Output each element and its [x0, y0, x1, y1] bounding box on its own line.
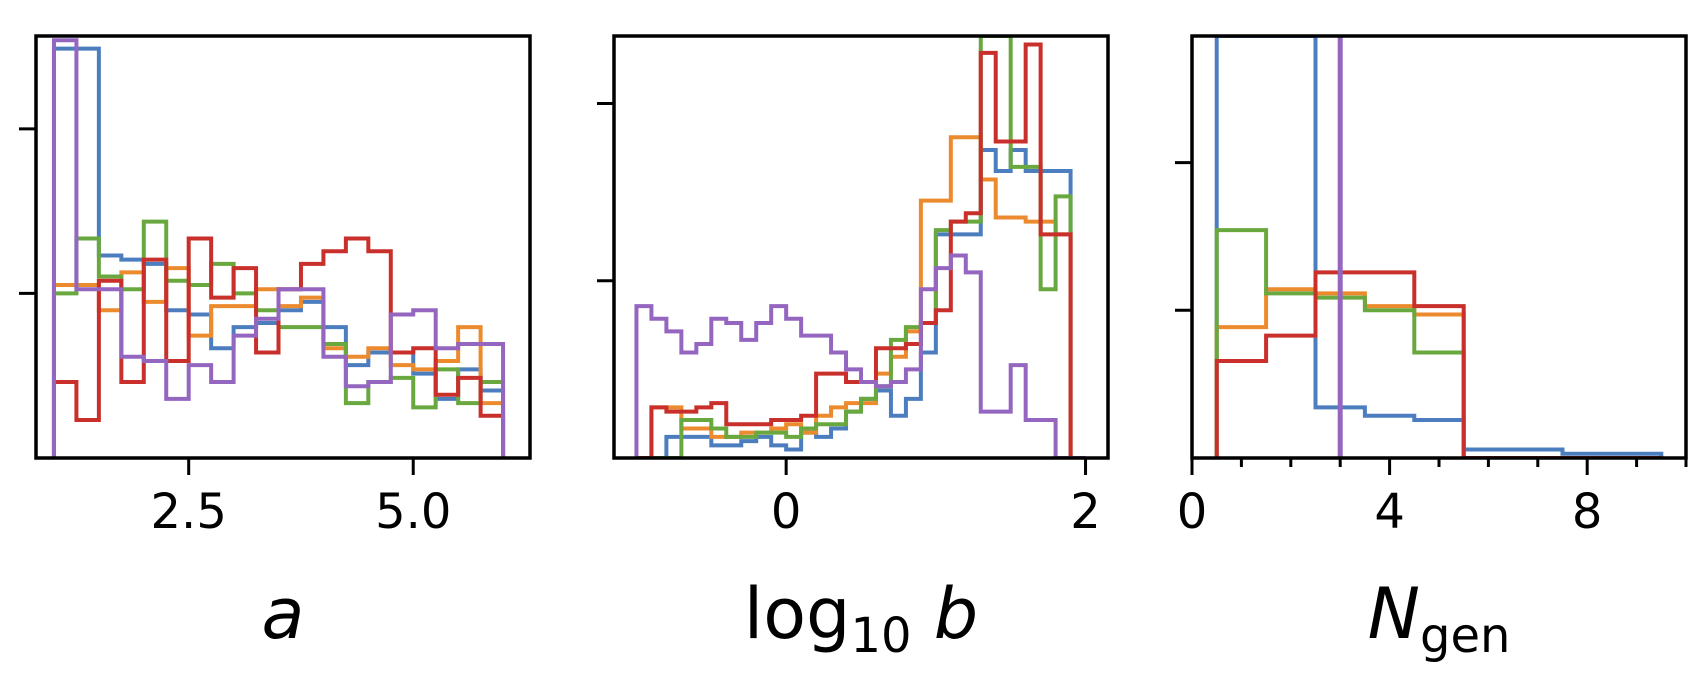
histogram-series-green: [1214, 228, 1662, 458]
x-tick-label: 5.0: [375, 484, 451, 540]
x-axis-label: log10 b: [744, 573, 978, 664]
histogram-series-red: [1214, 270, 1662, 458]
tick-group: 2.5 5.0: [19, 127, 451, 540]
x-tick-label: 2.5: [151, 484, 227, 540]
histogram-series-group: [51, 38, 506, 458]
x-axis-label: Ngen: [1368, 573, 1511, 664]
histogram-series-purple: [634, 253, 1086, 458]
histogram-series-purple: [51, 38, 506, 458]
x-tick-label: 8: [1572, 484, 1603, 540]
histogram-series-blue: [1214, 36, 1664, 458]
panel-n-gen: 0 4 8 Ngen: [1175, 34, 1688, 664]
tick-group: 0 4 8: [1175, 161, 1688, 540]
histogram-series-group: [1214, 36, 1664, 458]
x-tick-label: 0: [771, 484, 802, 540]
x-axis-label: a: [262, 573, 305, 655]
axes-frame: [612, 34, 1110, 460]
x-tick-label: 2: [1070, 484, 1101, 540]
histogram-series-red: [51, 236, 506, 458]
panel-a: 2.5 5.0 a: [19, 34, 532, 655]
axes-frame: [34, 34, 532, 460]
x-tick-label: 4: [1374, 484, 1405, 540]
x-tick-label: 0: [1177, 484, 1208, 540]
histogram-series-red: [636, 42, 1086, 458]
histogram-series-group: [634, 36, 1086, 458]
histogram-series-green: [636, 36, 1086, 458]
histogram-series-orange: [1214, 287, 1662, 458]
